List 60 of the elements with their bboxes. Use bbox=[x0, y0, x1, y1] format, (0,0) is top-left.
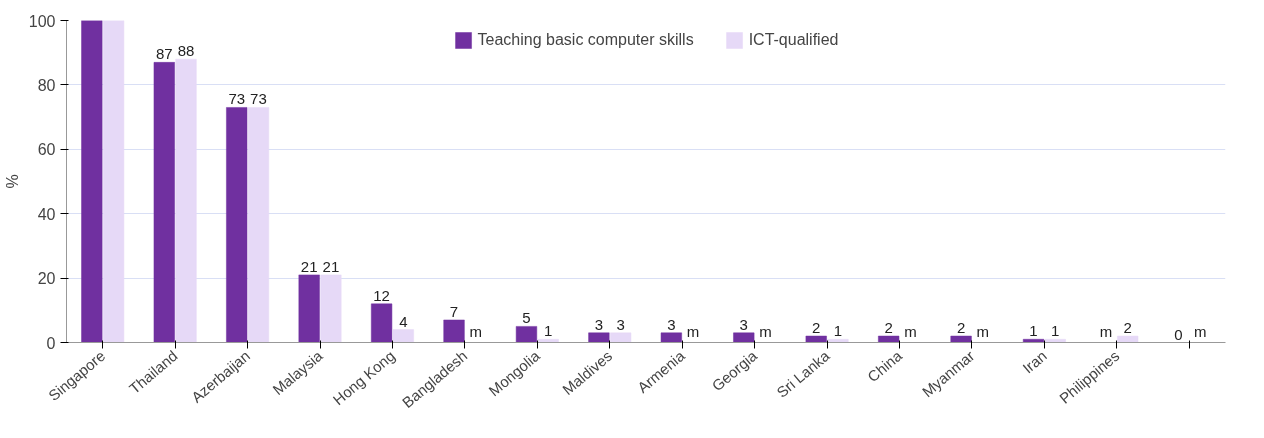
bar bbox=[298, 274, 320, 343]
data-label: 2 bbox=[1123, 319, 1132, 337]
bar bbox=[1117, 335, 1139, 343]
text: m bbox=[1099, 322, 1113, 340]
bar bbox=[320, 274, 342, 343]
bar bbox=[371, 303, 393, 343]
bar bbox=[805, 335, 827, 343]
bar bbox=[733, 332, 755, 343]
y-axis-title: % bbox=[3, 174, 21, 189]
legend-label: ICT-qualified bbox=[748, 31, 839, 49]
y-tick-label: 0 bbox=[46, 334, 56, 352]
y-tick-label: 100 bbox=[28, 12, 56, 30]
y-tick-label: 80 bbox=[37, 76, 56, 94]
bar bbox=[247, 107, 270, 343]
data-label: 5 bbox=[522, 309, 531, 327]
text: m bbox=[976, 322, 990, 340]
bar bbox=[443, 319, 465, 343]
y-tick-label: 20 bbox=[37, 270, 56, 288]
data-label: 87 bbox=[155, 45, 173, 63]
data-label: 1 bbox=[833, 322, 843, 340]
data-label: 21 bbox=[322, 257, 340, 275]
data-label: 2 bbox=[956, 319, 966, 337]
text: m bbox=[1193, 322, 1207, 340]
data-label: 3 bbox=[667, 315, 676, 333]
bar bbox=[878, 335, 900, 343]
bar bbox=[153, 62, 175, 343]
bar bbox=[950, 335, 972, 343]
bar bbox=[175, 58, 197, 343]
data-label: 73 bbox=[250, 90, 267, 108]
x-tick-label: Iran bbox=[1019, 346, 1050, 377]
bar bbox=[610, 332, 632, 343]
data-label: 21 bbox=[300, 257, 318, 275]
bar bbox=[515, 326, 538, 343]
data-label: 3 bbox=[739, 315, 748, 333]
data-label: 0 bbox=[1174, 325, 1183, 343]
bar bbox=[81, 20, 103, 343]
text: m bbox=[469, 322, 483, 340]
bar bbox=[660, 332, 682, 343]
text: m bbox=[904, 322, 917, 340]
data-label: 7 bbox=[449, 302, 459, 320]
bar bbox=[226, 107, 248, 343]
data-label: 1 bbox=[1029, 322, 1038, 340]
data-label: 2 bbox=[812, 319, 821, 337]
bar bbox=[588, 332, 610, 343]
y-tick-label: 40 bbox=[37, 205, 56, 223]
data-label: 3 bbox=[616, 315, 625, 333]
data-label: 1 bbox=[544, 322, 553, 340]
legend-label: Teaching basic computer skills bbox=[477, 31, 694, 49]
text: m bbox=[686, 322, 700, 340]
y-tick-label: 60 bbox=[37, 141, 56, 159]
text: m bbox=[759, 322, 772, 340]
data-label: 73 bbox=[228, 90, 246, 108]
data-label: 12 bbox=[373, 286, 390, 304]
bar bbox=[103, 20, 125, 343]
data-label: 88 bbox=[177, 42, 195, 60]
data-label: 2 bbox=[884, 319, 893, 337]
data-label: 1 bbox=[1051, 322, 1060, 340]
data-label: 3 bbox=[594, 315, 604, 333]
bar bbox=[392, 329, 414, 343]
data-label: 4 bbox=[399, 312, 408, 330]
